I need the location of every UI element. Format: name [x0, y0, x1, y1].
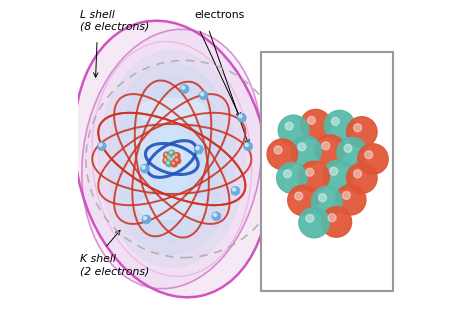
Circle shape: [171, 161, 177, 167]
Circle shape: [199, 91, 208, 100]
Circle shape: [346, 163, 377, 193]
Circle shape: [167, 162, 169, 163]
Circle shape: [99, 143, 102, 147]
Circle shape: [346, 117, 377, 147]
Circle shape: [342, 191, 350, 199]
Ellipse shape: [161, 142, 183, 176]
Circle shape: [308, 116, 315, 124]
Text: proton: proton: [267, 83, 303, 93]
Circle shape: [164, 152, 170, 158]
Text: electrons: electrons: [194, 10, 244, 19]
Ellipse shape: [140, 108, 204, 210]
Circle shape: [285, 122, 293, 130]
Circle shape: [298, 143, 306, 151]
Circle shape: [201, 93, 204, 96]
Circle shape: [295, 192, 303, 200]
Circle shape: [315, 135, 345, 165]
Circle shape: [173, 156, 174, 158]
Circle shape: [233, 188, 236, 191]
Circle shape: [163, 157, 169, 164]
Circle shape: [166, 160, 172, 167]
Circle shape: [288, 185, 318, 216]
Circle shape: [354, 124, 362, 132]
Circle shape: [144, 217, 146, 220]
Circle shape: [175, 154, 177, 156]
Circle shape: [244, 142, 253, 151]
Circle shape: [301, 109, 331, 140]
Circle shape: [365, 151, 373, 159]
Circle shape: [170, 158, 172, 160]
Circle shape: [182, 86, 185, 89]
Circle shape: [173, 153, 180, 159]
Circle shape: [169, 157, 175, 163]
Circle shape: [291, 136, 321, 166]
Ellipse shape: [74, 21, 270, 297]
Circle shape: [358, 144, 388, 174]
Circle shape: [278, 115, 309, 146]
Circle shape: [142, 166, 145, 169]
Circle shape: [237, 113, 246, 122]
Circle shape: [336, 184, 366, 215]
Text: K shell
(2 electrons): K shell (2 electrons): [80, 254, 149, 276]
Circle shape: [328, 214, 336, 222]
Text: nucleus: nucleus: [300, 57, 354, 70]
Circle shape: [196, 147, 199, 150]
Ellipse shape: [108, 64, 236, 254]
Circle shape: [97, 142, 106, 151]
Circle shape: [277, 163, 307, 193]
FancyBboxPatch shape: [261, 52, 393, 291]
Circle shape: [299, 207, 329, 238]
Circle shape: [274, 146, 282, 154]
Circle shape: [283, 170, 292, 178]
Circle shape: [330, 167, 337, 175]
Circle shape: [306, 168, 314, 176]
Circle shape: [176, 159, 178, 161]
Circle shape: [169, 150, 175, 156]
Text: neutron: neutron: [320, 273, 363, 283]
Circle shape: [194, 145, 203, 154]
Text: L shell
(8 electrons): L shell (8 electrons): [80, 10, 149, 31]
Circle shape: [142, 215, 151, 224]
Circle shape: [212, 212, 221, 221]
Ellipse shape: [137, 99, 207, 124]
Circle shape: [311, 187, 342, 217]
Circle shape: [323, 160, 353, 191]
Circle shape: [180, 85, 189, 93]
Ellipse shape: [118, 76, 226, 242]
Circle shape: [354, 170, 362, 178]
Ellipse shape: [137, 194, 207, 219]
Circle shape: [166, 155, 173, 161]
Circle shape: [167, 156, 169, 158]
Ellipse shape: [128, 127, 153, 191]
Ellipse shape: [151, 127, 192, 191]
Circle shape: [172, 162, 174, 164]
Circle shape: [324, 110, 355, 141]
Circle shape: [164, 159, 166, 161]
Circle shape: [331, 117, 339, 125]
Circle shape: [140, 164, 149, 173]
Circle shape: [245, 143, 248, 147]
Circle shape: [174, 157, 181, 164]
Circle shape: [321, 207, 352, 237]
Circle shape: [344, 144, 352, 152]
Ellipse shape: [129, 92, 215, 226]
Ellipse shape: [99, 51, 245, 267]
Circle shape: [322, 142, 330, 150]
Circle shape: [337, 137, 367, 168]
Circle shape: [239, 115, 242, 118]
Circle shape: [306, 214, 314, 222]
Circle shape: [299, 161, 329, 192]
Circle shape: [165, 153, 167, 156]
Circle shape: [170, 152, 172, 154]
Circle shape: [319, 194, 327, 202]
Circle shape: [171, 154, 178, 161]
Circle shape: [231, 186, 240, 195]
Circle shape: [267, 139, 298, 169]
Ellipse shape: [82, 29, 262, 289]
Circle shape: [213, 213, 217, 217]
